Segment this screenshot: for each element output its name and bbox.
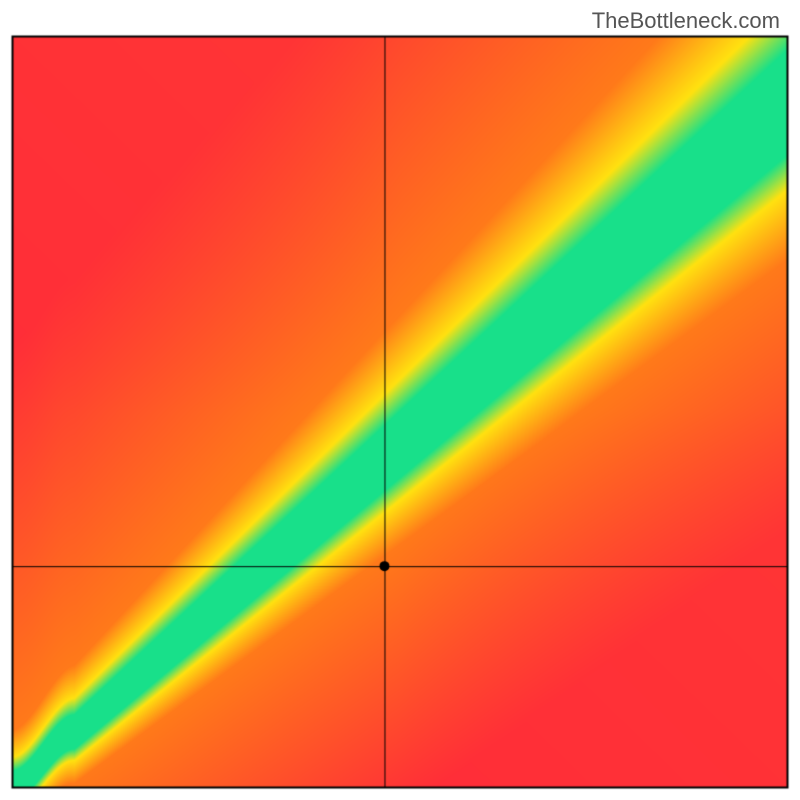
watermark-text: TheBottleneck.com <box>592 8 780 34</box>
chart-container: TheBottleneck.com <box>0 0 800 800</box>
heatmap-canvas <box>0 0 800 800</box>
